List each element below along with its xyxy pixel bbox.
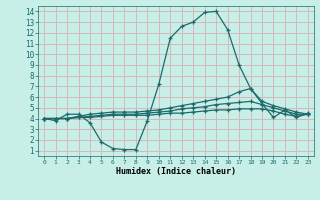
X-axis label: Humidex (Indice chaleur): Humidex (Indice chaleur): [116, 167, 236, 176]
